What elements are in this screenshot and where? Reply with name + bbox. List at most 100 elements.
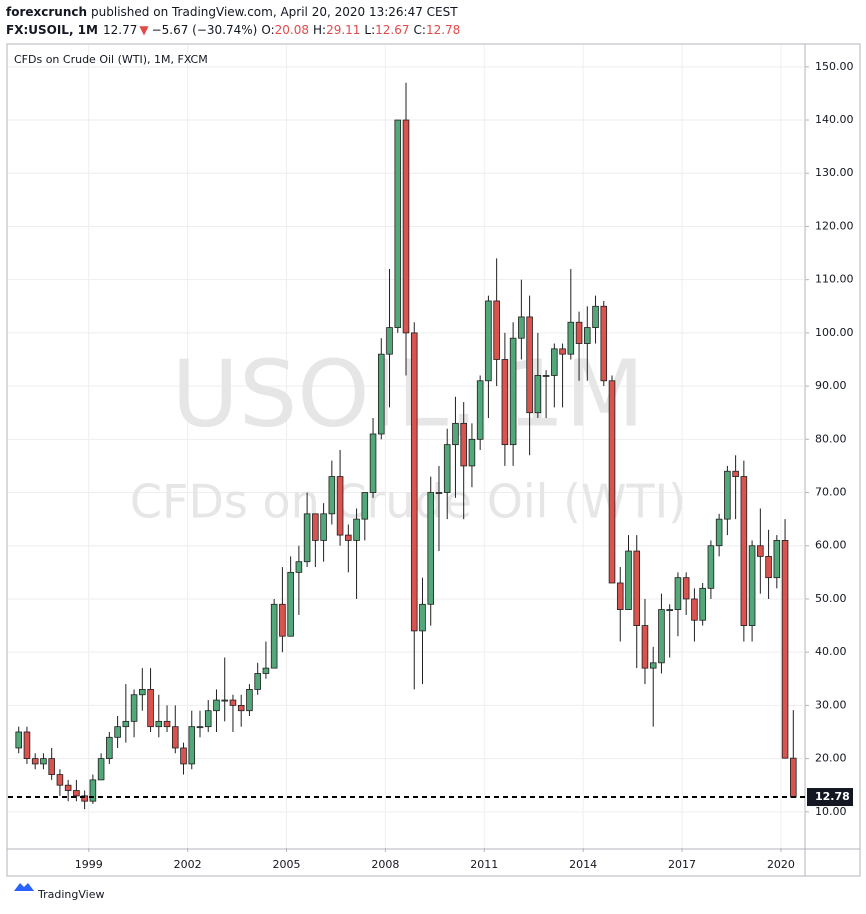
candle-body <box>740 476 748 626</box>
candle-body <box>460 422 467 467</box>
last-price-box <box>807 788 853 807</box>
candle-body <box>608 380 616 584</box>
candle-body <box>691 598 698 621</box>
candle-body <box>485 300 492 382</box>
y-tick-label: 40.00 <box>815 645 847 658</box>
change: −5.67 (−30.74%) <box>152 23 258 37</box>
y-tick-label: 20.00 <box>815 752 847 765</box>
chart-frame <box>6 43 861 877</box>
candle-body <box>493 300 500 360</box>
y-tick-label: 150.00 <box>815 60 854 73</box>
candle-body <box>682 577 690 600</box>
candle-body <box>790 757 797 798</box>
y-tick-label: 100.00 <box>815 326 854 339</box>
candle-body <box>542 375 550 377</box>
candle-body <box>147 689 154 728</box>
candle-body <box>592 305 599 328</box>
candle-body <box>345 534 352 541</box>
candle-body <box>353 518 360 541</box>
candle-body <box>476 380 484 440</box>
ohlc-label: L: <box>364 23 375 37</box>
published: published on TradingView.com, April 20, … <box>91 5 458 19</box>
candle-body <box>64 784 72 791</box>
candle-body <box>781 540 789 759</box>
ohlc-value: 20.08 <box>275 23 309 37</box>
publisher: forexcrunch <box>6 5 87 19</box>
logo-text[interactable]: TradingView <box>37 888 104 901</box>
candle-body <box>122 720 130 728</box>
candle-body <box>707 545 715 589</box>
y-tick-label: 130.00 <box>815 166 854 179</box>
candle-body <box>237 704 245 712</box>
candle-body <box>23 731 31 760</box>
candle-body <box>188 726 196 765</box>
last-price-label: 12.78 <box>815 790 850 803</box>
candle-body <box>270 603 278 669</box>
y-tick-label: 80.00 <box>815 432 847 445</box>
candle-body <box>196 726 204 729</box>
candle-body <box>213 699 220 712</box>
ohlc-label: H: <box>313 23 326 37</box>
ohlc-label: O: <box>261 23 274 37</box>
candle-body <box>575 321 583 344</box>
candle-body <box>526 316 533 414</box>
candle-body <box>584 327 591 344</box>
ohlc-value: 29.11 <box>326 23 360 37</box>
candle-body <box>402 119 410 334</box>
candle-body <box>699 587 706 621</box>
chart-title: CFDs on Crude Oil (WTI), 1M, FXCM <box>14 53 208 66</box>
candle-body <box>715 518 723 547</box>
price: 12.77 <box>103 23 137 37</box>
candle-body <box>279 603 286 637</box>
candle-body <box>641 625 649 669</box>
candle-body <box>551 348 558 376</box>
y-tick-label: 110.00 <box>815 273 854 286</box>
candle-body <box>748 545 756 626</box>
candle-body <box>204 710 212 728</box>
candle-body <box>221 699 229 702</box>
candle-body <box>361 492 369 520</box>
symbol: FX:USOIL, 1M <box>6 23 98 37</box>
candle-body <box>501 359 509 446</box>
candle-body <box>254 673 261 690</box>
ohlc-value: 12.67 <box>375 23 409 37</box>
candle-body <box>600 305 608 382</box>
candle-body <box>757 545 764 557</box>
candle-body <box>633 550 641 626</box>
x-tick-label: 2017 <box>668 858 696 871</box>
y-tick-label: 90.00 <box>815 379 847 392</box>
candle-body <box>155 720 163 728</box>
candle-body <box>130 694 138 722</box>
x-tick-label: 2008 <box>371 858 399 871</box>
candle-body <box>31 758 39 765</box>
symbol-line: FX:USOIL, 1M 12.77 ▼ −5.67 (−30.74%) O:20.08… <box>6 23 460 37</box>
candle-body <box>312 513 319 541</box>
y-tick-label: 120.00 <box>815 219 854 232</box>
candle-body <box>468 438 476 467</box>
candle-body <box>262 667 270 674</box>
candle-body <box>658 609 665 664</box>
candle-body <box>73 790 80 797</box>
candle-body <box>674 577 682 611</box>
candle-body <box>649 662 657 669</box>
candle-body <box>89 779 97 802</box>
candle-body <box>534 375 542 414</box>
candle-body <box>56 774 64 786</box>
candle-body <box>518 316 525 339</box>
candle-body <box>303 513 311 563</box>
x-tick-label: 2002 <box>174 858 202 871</box>
candle-body <box>336 476 344 536</box>
candle-body <box>81 795 88 802</box>
candle-body <box>625 550 632 611</box>
candle-body <box>559 348 566 355</box>
candle-body <box>295 561 303 573</box>
candle-body <box>452 422 459 446</box>
y-tick-label: 60.00 <box>815 539 847 552</box>
candle-body <box>394 119 402 328</box>
watermark-symbol: USOIL, 1M <box>172 340 645 447</box>
candle-body <box>386 327 393 355</box>
candle-body <box>287 571 294 637</box>
candle-body <box>139 689 146 696</box>
candle-body <box>97 758 105 781</box>
